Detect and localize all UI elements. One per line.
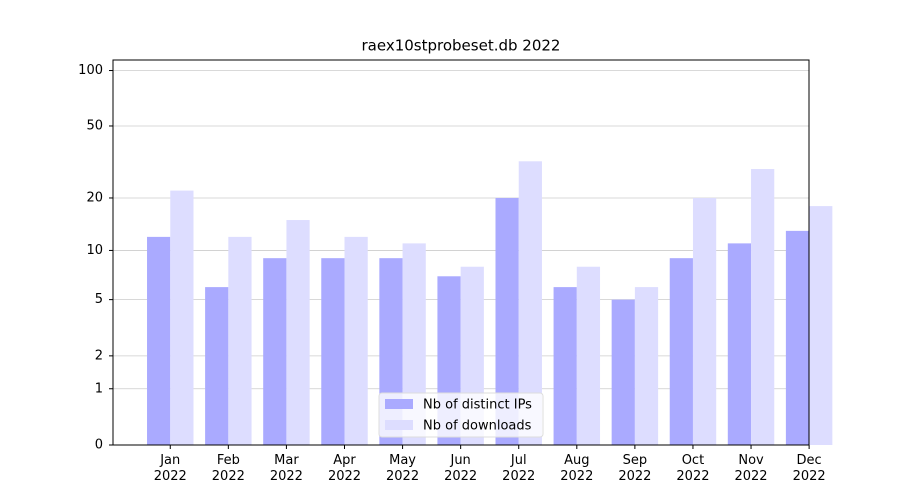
x-tick-label: Jul 2022 [502,453,536,484]
bar [553,287,577,445]
legend-box [378,392,544,438]
chart-title: raex10stprobeset.db 2022 [362,37,561,55]
legend-swatch [385,399,413,409]
x-tick-label: Mar 2022 [269,453,303,484]
bar [634,287,659,445]
y-tick-label: 50 [86,118,103,133]
bar [751,169,775,446]
bar [518,161,542,445]
x-tick-label: Dec 2022 [792,453,826,484]
bar [228,236,252,445]
y-tick-label: 10 [86,243,103,258]
y-tick-label: 1 [95,381,103,396]
bar [785,230,810,445]
bar [147,236,171,445]
bar [286,220,310,445]
x-tick-label: Apr 2022 [327,453,362,484]
y-tick-label: 2 [95,348,103,363]
bar [692,197,717,445]
x-tick-label: Nov 2022 [734,453,768,484]
x-tick-label: Jan 2022 [153,453,187,484]
legend-label: Nb of downloads [423,419,532,434]
bar [809,206,833,445]
x-tick-label: Feb 2022 [211,453,245,484]
bar [727,243,752,445]
y-tick-label: 100 [78,63,103,78]
bar [611,299,635,445]
y-tick-label: 20 [86,190,103,205]
x-tick-label: Jun 2022 [444,453,478,484]
y-tick-label: 0 [95,438,103,453]
x-tick-label: Oct 2022 [676,453,710,484]
bar [344,236,368,445]
bar [495,197,519,445]
x-tick-label: Aug 2022 [560,453,594,484]
bar [669,258,693,445]
bar [170,190,194,445]
x-tick-label: May 2022 [386,453,420,484]
bar [205,287,229,445]
bar [576,266,601,445]
bar [263,258,287,445]
legend-label: Nb of distinct IPs [423,398,532,413]
y-tick-label: 5 [95,292,103,307]
plot-frame [112,59,810,446]
bar [321,258,345,445]
x-tick-label: Sep 2022 [618,453,652,484]
legend-swatch [385,420,413,430]
